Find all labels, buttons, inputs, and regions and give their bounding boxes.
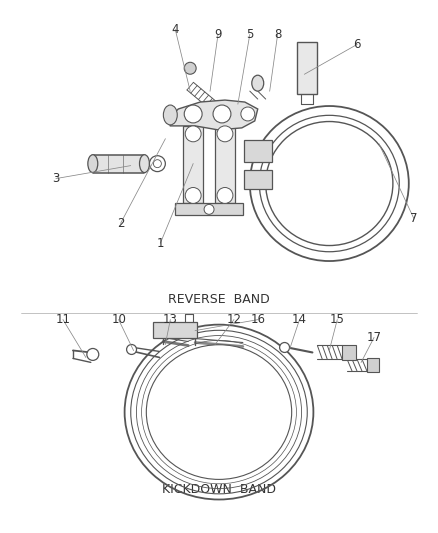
- Circle shape: [241, 107, 255, 121]
- Circle shape: [217, 126, 233, 142]
- Circle shape: [153, 160, 161, 168]
- Text: 4: 4: [172, 23, 179, 36]
- Polygon shape: [215, 126, 235, 204]
- Circle shape: [213, 105, 231, 123]
- Text: 2: 2: [117, 217, 124, 230]
- Polygon shape: [168, 100, 258, 130]
- Text: 16: 16: [250, 313, 265, 326]
- Text: 15: 15: [330, 313, 345, 326]
- Circle shape: [184, 105, 202, 123]
- Text: 17: 17: [367, 331, 381, 344]
- Polygon shape: [183, 126, 203, 204]
- Circle shape: [127, 344, 137, 354]
- Text: 1: 1: [157, 237, 164, 249]
- Bar: [153, 321, 197, 337]
- Text: 5: 5: [246, 28, 254, 41]
- Ellipse shape: [88, 155, 98, 173]
- Text: 13: 13: [163, 313, 178, 326]
- Text: REVERSE  BAND: REVERSE BAND: [168, 293, 270, 306]
- Ellipse shape: [252, 75, 264, 91]
- Ellipse shape: [266, 122, 393, 246]
- Ellipse shape: [146, 345, 292, 479]
- Text: KICKDOWN  BAND: KICKDOWN BAND: [162, 483, 276, 496]
- Ellipse shape: [140, 155, 149, 173]
- Text: 10: 10: [111, 313, 126, 326]
- Bar: [93, 155, 145, 173]
- Circle shape: [149, 156, 165, 172]
- Ellipse shape: [163, 105, 177, 125]
- Text: 7: 7: [410, 212, 417, 225]
- Circle shape: [217, 188, 233, 204]
- Ellipse shape: [184, 62, 196, 74]
- Bar: [367, 358, 379, 373]
- Circle shape: [279, 343, 290, 352]
- Circle shape: [204, 204, 214, 214]
- Text: 11: 11: [56, 313, 71, 326]
- Text: 6: 6: [353, 38, 361, 51]
- Bar: [175, 204, 243, 215]
- Circle shape: [185, 126, 201, 142]
- FancyBboxPatch shape: [244, 169, 272, 190]
- Circle shape: [87, 349, 99, 360]
- Text: 3: 3: [53, 172, 60, 185]
- Circle shape: [185, 188, 201, 204]
- Bar: [297, 43, 318, 94]
- Text: 14: 14: [292, 313, 307, 326]
- Text: 9: 9: [214, 28, 222, 41]
- Text: 12: 12: [226, 313, 241, 326]
- Text: 8: 8: [274, 28, 281, 41]
- Bar: [342, 344, 356, 360]
- FancyBboxPatch shape: [244, 140, 272, 161]
